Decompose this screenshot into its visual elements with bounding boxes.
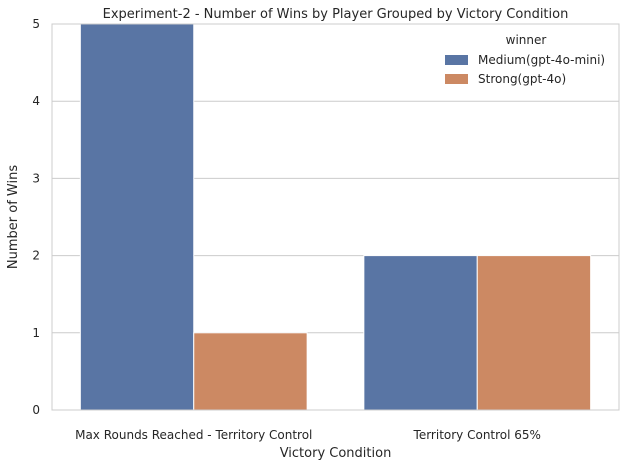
y-axis-label: Number of Wins: [6, 165, 21, 269]
bars: [79, 23, 592, 411]
y-tick-label: 5: [32, 17, 40, 31]
legend-swatch-medium: [445, 55, 468, 65]
y-tick-label: 2: [32, 249, 40, 263]
bar-medium-0: [79, 23, 195, 411]
bar-strong-0: [193, 332, 308, 411]
y-tick-label: 4: [32, 94, 40, 108]
legend: winner Medium(gpt-4o-mini) Strong(gpt-4o): [445, 33, 605, 86]
plot-frame: [51, 23, 620, 411]
x-axis-label: Victory Condition: [280, 446, 392, 461]
bar-strong-1: [476, 255, 592, 411]
y-tick-label: 3: [32, 171, 40, 185]
y-tick-label: 1: [32, 326, 40, 340]
y-tick-label: 0: [32, 403, 40, 417]
legend-label-medium: Medium(gpt-4o-mini): [478, 53, 605, 67]
y-ticks: 0 1 2 3 4 5: [32, 17, 40, 417]
chart-title: Experiment-2 - Number of Wins by Player …: [103, 7, 569, 22]
x-tick-label: Territory Control 65%: [413, 428, 541, 442]
legend-label-strong: Strong(gpt-4o): [478, 72, 566, 86]
bar-medium-1: [363, 255, 478, 411]
x-tick-label: Max Rounds Reached - Territory Control: [75, 428, 312, 442]
x-ticks: Max Rounds Reached - Territory Control Te…: [75, 428, 541, 442]
legend-title: winner: [506, 33, 547, 47]
legend-swatch-strong: [445, 74, 468, 84]
